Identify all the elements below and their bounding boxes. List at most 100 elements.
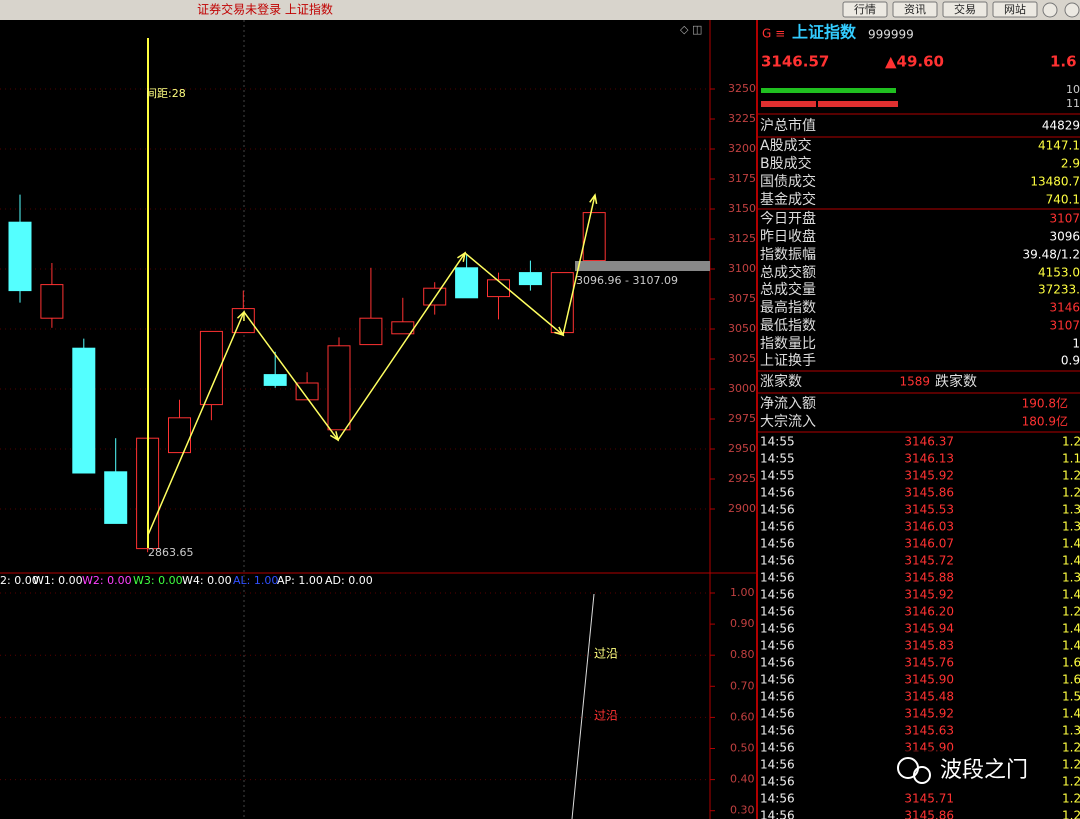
tick-time: 14:55 — [760, 469, 795, 483]
tick-price: 3145.76 — [904, 656, 954, 670]
tick-volume: 1.3 — [1062, 503, 1080, 517]
y-tick-label: 3150 — [728, 202, 756, 215]
tick-volume: 1.3 — [1062, 571, 1080, 585]
indicator-legend: W2: 0.00 — [82, 574, 132, 587]
window-title: 证券交易未登录 上证指数 — [197, 2, 333, 17]
indicator-legend: W1: 0.00 — [33, 574, 83, 587]
y-tick-label: 2950 — [728, 442, 756, 455]
y2-tick-label: 0.80 — [730, 648, 755, 661]
tick-time: 14:56 — [760, 707, 795, 721]
candle-body — [582, 212, 606, 262]
button[interactable] — [992, 1, 1038, 18]
y-tick-label: 3000 — [728, 382, 756, 395]
y2-tick-label: 1.00 — [730, 586, 755, 599]
quote-value: 2.9 — [1061, 157, 1080, 171]
tick-price: 3145.72 — [904, 554, 954, 568]
button[interactable] — [892, 1, 938, 18]
watermark: 波段之门 — [940, 758, 1028, 783]
tick-price: 3145.86 — [904, 809, 954, 819]
y2-tick-label: 0.60 — [730, 710, 755, 723]
tick-price: 3146.03 — [904, 520, 954, 534]
tick-volume: 1.2 — [1062, 469, 1080, 483]
quote-value: 39.48/1.2 — [1023, 248, 1080, 262]
candle-body — [8, 221, 32, 292]
indicator-legend: AL: 1.00 — [233, 574, 278, 587]
tick-time: 14:56 — [760, 486, 795, 500]
quote-change: ▲49.60 — [885, 53, 944, 71]
tick-time: 14:56 — [760, 690, 795, 704]
range-label: 3096.96 - 3107.09 — [576, 274, 678, 287]
quote-value: 740.1 — [1046, 193, 1080, 207]
quote-label: A股成交 — [760, 137, 812, 154]
y-tick-label: 3025 — [728, 352, 756, 365]
window-control[interactable] — [1064, 2, 1080, 18]
tick-volume: 1.1 — [1062, 452, 1080, 466]
y-tick-label: 3050 — [728, 322, 756, 335]
breadth-bar — [761, 88, 896, 93]
wave-arrow — [457, 251, 467, 262]
tick-volume: 1.4 — [1062, 554, 1080, 568]
low-label: 2863.65 — [148, 546, 194, 559]
flow-label: 净流入额 — [760, 396, 816, 412]
tick-price: 3146.13 — [904, 452, 954, 466]
quote-label: B股成交 — [760, 155, 812, 172]
tick-time: 14:56 — [760, 724, 795, 738]
candle-body — [359, 317, 383, 346]
tick-price: 3145.71 — [904, 792, 954, 806]
quote-label: 基金成交 — [760, 191, 816, 208]
tick-volume: 1.2 — [1062, 486, 1080, 500]
tick-volume: 1.4 — [1062, 639, 1080, 653]
tick-price: 3145.94 — [904, 622, 954, 636]
y-tick-label: 3100 — [728, 262, 756, 275]
tick-price: 3145.86 — [904, 486, 954, 500]
quote-prefix: G ≡ — [762, 27, 785, 41]
tick-price: 3145.48 — [904, 690, 954, 704]
candle-body — [455, 267, 479, 299]
button-label[interactable]: 资讯 — [904, 3, 926, 16]
y-tick-label: 2900 — [728, 502, 756, 515]
candle-body — [327, 345, 351, 431]
quote-value: 3107 — [1049, 212, 1080, 226]
range-band — [575, 261, 710, 271]
bar-label: 10 — [1066, 83, 1080, 96]
quote-label: 国债成交 — [760, 173, 816, 190]
candle-body — [199, 330, 223, 406]
watermark-bg — [890, 750, 1050, 790]
tick-price: 3145.90 — [904, 673, 954, 687]
window-control[interactable] — [1042, 2, 1058, 18]
quote-label: 最高指数 — [760, 299, 816, 316]
button-label[interactable]: 交易 — [954, 2, 976, 16]
tick-volume: 1.4 — [1062, 707, 1080, 721]
tick-volume: 1.2 — [1062, 435, 1080, 449]
button-label[interactable]: 行情 — [854, 3, 876, 16]
tick-time: 14:56 — [760, 792, 795, 806]
candle-body — [295, 382, 319, 401]
tick-volume: 1.5 — [1062, 690, 1080, 704]
quote-value: 44829 — [1042, 119, 1080, 133]
tick-price: 3146.37 — [904, 435, 954, 449]
tick-price: 3145.53 — [904, 503, 954, 517]
candle-body — [40, 284, 64, 319]
tick-time: 14:56 — [760, 639, 795, 653]
tick-price: 3146.20 — [904, 605, 954, 619]
quote-value: 3096 — [1049, 230, 1080, 244]
quote-value: 3146 — [1049, 301, 1080, 315]
flow-value: 190.8亿 — [1022, 396, 1068, 411]
y2-tick-label: 0.40 — [730, 773, 755, 786]
button[interactable] — [842, 1, 888, 18]
quote-label: 最低指数 — [760, 318, 816, 334]
bar-label: 11 — [1066, 97, 1080, 110]
quote-code: 999999 — [868, 28, 914, 42]
tick-volume: 1.2 — [1062, 758, 1080, 772]
button[interactable] — [942, 1, 988, 18]
quote-label: 昨日收盘 — [760, 228, 816, 245]
quote-label: 指数量比 — [760, 336, 816, 352]
candle-body — [518, 272, 542, 286]
candle-body — [487, 279, 510, 298]
candle-body — [263, 374, 287, 386]
button-label[interactable]: 网站 — [1004, 2, 1026, 16]
tick-price: 3145.83 — [904, 639, 954, 653]
title-bar — [0, 0, 1080, 20]
decline-label: 跌家数 — [935, 373, 977, 390]
